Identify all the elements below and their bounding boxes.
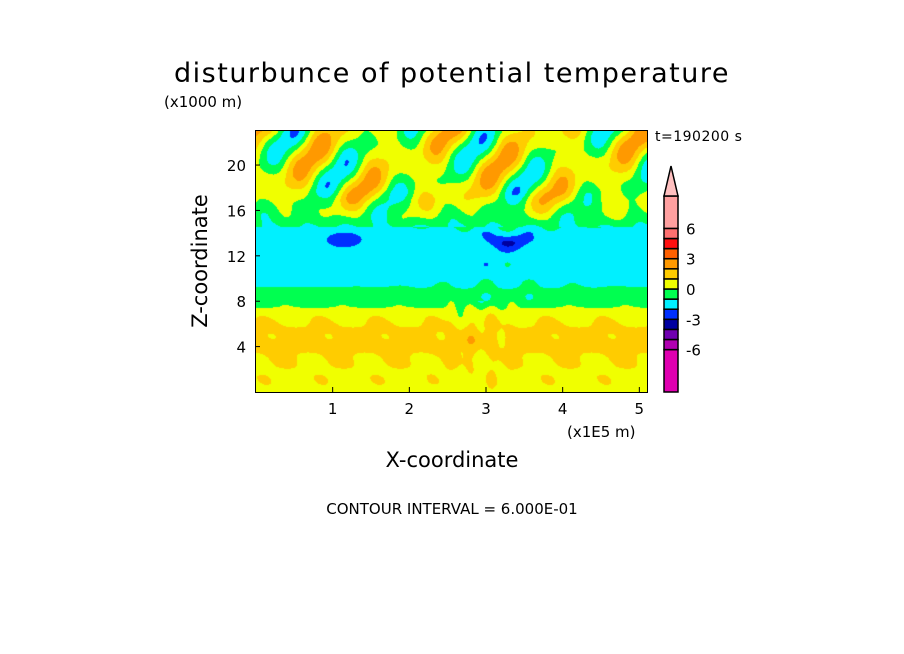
y-tick-label: 20: [227, 157, 246, 175]
colorbar-box: [663, 278, 679, 290]
colorbar-box: [663, 247, 679, 260]
plot-frame: [255, 130, 648, 393]
colorbar-box: [663, 257, 679, 270]
y-axis-unit: (x1000 m): [164, 93, 243, 111]
colorbar-box: [663, 288, 679, 300]
colorbar-tick-label: 3: [686, 251, 696, 269]
colorbar-tick-label: 6: [686, 220, 696, 238]
y-tick-label: 8: [236, 293, 246, 311]
x-tick-label: 2: [405, 400, 415, 418]
colorbar-box: [663, 318, 679, 331]
colorbar-box: [663, 195, 679, 230]
chart-title: disturbunce of potential temperature: [174, 58, 730, 89]
colorbar-box: [663, 338, 679, 351]
colorbar-box: [663, 298, 679, 310]
y-tick-label: 16: [227, 202, 246, 220]
x-tick-label: 4: [558, 400, 568, 418]
contour-field: [256, 131, 647, 392]
y-tick-label: 4: [236, 339, 246, 357]
colorbar-box: [663, 227, 679, 240]
x-tick-label: 5: [635, 400, 645, 418]
colorbar-tick-label: 0: [686, 281, 696, 299]
colorbar-box: [663, 308, 679, 321]
colorbar-box: [663, 268, 679, 280]
contour-interval-label: CONTOUR INTERVAL = 6.000E-01: [326, 500, 578, 518]
time-label: t=190200 s: [655, 129, 743, 145]
colorbar-box: [663, 328, 679, 341]
x-axis-unit: (x1E5 m): [567, 423, 636, 441]
colorbar-tick-label: -6: [686, 342, 701, 360]
x-axis-label: X-coordinate: [385, 448, 519, 472]
x-tick-label: 1: [328, 400, 338, 418]
colorbar-over-triangle: [663, 165, 679, 197]
y-tick-label: 12: [227, 248, 246, 266]
colorbar-box: [663, 237, 679, 250]
colorbar-box: [663, 348, 679, 393]
colorbar-tick-label: -3: [686, 311, 701, 329]
x-tick-label: 3: [481, 400, 491, 418]
